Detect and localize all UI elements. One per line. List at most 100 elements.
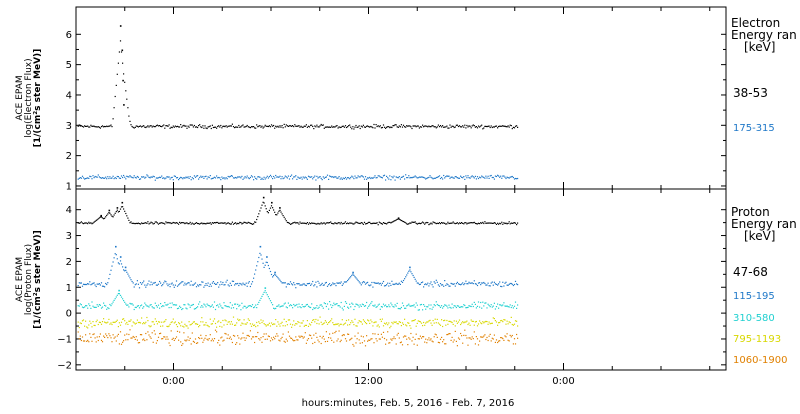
data-point	[451, 283, 453, 285]
data-point	[300, 125, 302, 127]
data-point	[444, 126, 446, 128]
data-point	[114, 336, 116, 338]
data-point	[494, 308, 496, 310]
spike-point-2	[122, 79, 124, 82]
data-point	[268, 298, 270, 300]
data-point	[284, 302, 286, 304]
data-point	[270, 205, 273, 207]
data-point	[370, 302, 372, 304]
spike-point-3	[259, 245, 262, 248]
data-point	[483, 281, 485, 284]
data-point	[232, 223, 235, 225]
data-point	[129, 302, 131, 304]
data-point	[504, 335, 506, 337]
data-point	[355, 277, 357, 279]
data-point	[456, 222, 458, 224]
data-point	[357, 322, 359, 324]
data-point	[320, 321, 322, 323]
data-point	[460, 332, 462, 335]
data-point	[179, 126, 181, 128]
data-point	[184, 304, 186, 306]
data-point	[176, 326, 179, 328]
data-point	[413, 276, 415, 278]
data-point	[506, 320, 508, 322]
data-point	[178, 223, 180, 225]
data-point	[383, 322, 386, 324]
data-point	[444, 222, 446, 224]
data-point	[251, 323, 254, 325]
data-point	[396, 126, 398, 128]
data-point	[200, 222, 202, 224]
data-point	[343, 323, 345, 325]
data-point	[342, 177, 344, 179]
data-point	[450, 126, 452, 128]
data-point	[99, 127, 101, 129]
data-point	[123, 73, 125, 75]
data-point	[486, 284, 488, 286]
data-point	[355, 325, 357, 327]
data-point	[386, 306, 388, 308]
data-point	[390, 302, 392, 304]
data-point	[513, 338, 516, 340]
data-point	[454, 126, 456, 128]
data-point	[439, 324, 442, 326]
data-point	[342, 222, 344, 225]
data-point	[342, 283, 344, 285]
data-point	[250, 305, 253, 308]
data-point	[150, 281, 152, 283]
spike-point-2	[116, 207, 119, 209]
data-point	[449, 222, 451, 224]
data-point	[198, 125, 200, 127]
data-point	[485, 284, 487, 286]
data-point	[146, 126, 148, 128]
data-point	[193, 175, 195, 177]
data-point	[453, 305, 455, 307]
data-point	[408, 270, 410, 272]
data-point	[371, 301, 373, 303]
data-point	[182, 325, 184, 327]
data-point	[219, 126, 221, 128]
data-point	[477, 125, 480, 127]
data-point	[204, 304, 206, 306]
data-point	[378, 175, 380, 177]
data-point	[153, 222, 155, 225]
data-point	[312, 342, 314, 345]
data-point	[315, 179, 317, 181]
data-point	[489, 126, 491, 129]
data-point	[190, 304, 192, 307]
data-point	[224, 319, 226, 321]
proton-legend-115-195: 115-195	[733, 291, 775, 302]
data-point	[191, 284, 193, 286]
data-point	[424, 283, 426, 286]
data-point	[217, 221, 219, 224]
data-point	[231, 123, 233, 125]
data-point	[78, 305, 80, 307]
data-point	[197, 222, 199, 225]
data-point	[383, 305, 386, 307]
data-point	[256, 218, 258, 221]
data-point	[274, 177, 276, 179]
data-point	[116, 73, 118, 75]
data-point	[132, 126, 134, 128]
data-point	[423, 336, 425, 338]
data-point	[367, 307, 369, 309]
data-point	[425, 222, 427, 224]
data-point	[203, 127, 205, 129]
data-point	[77, 178, 79, 180]
data-point	[283, 123, 285, 125]
data-point	[97, 305, 99, 307]
data-point	[235, 176, 237, 179]
data-point	[299, 336, 301, 338]
data-point	[436, 318, 438, 320]
data-point	[488, 177, 490, 179]
data-point	[253, 179, 255, 181]
data-point	[232, 177, 235, 179]
data-point	[146, 339, 148, 341]
data-point	[503, 302, 505, 304]
data-point	[498, 283, 500, 285]
data-point	[466, 307, 468, 309]
data-point	[128, 176, 130, 178]
data-point	[337, 177, 339, 179]
data-point	[392, 125, 394, 127]
data-point	[153, 330, 155, 332]
